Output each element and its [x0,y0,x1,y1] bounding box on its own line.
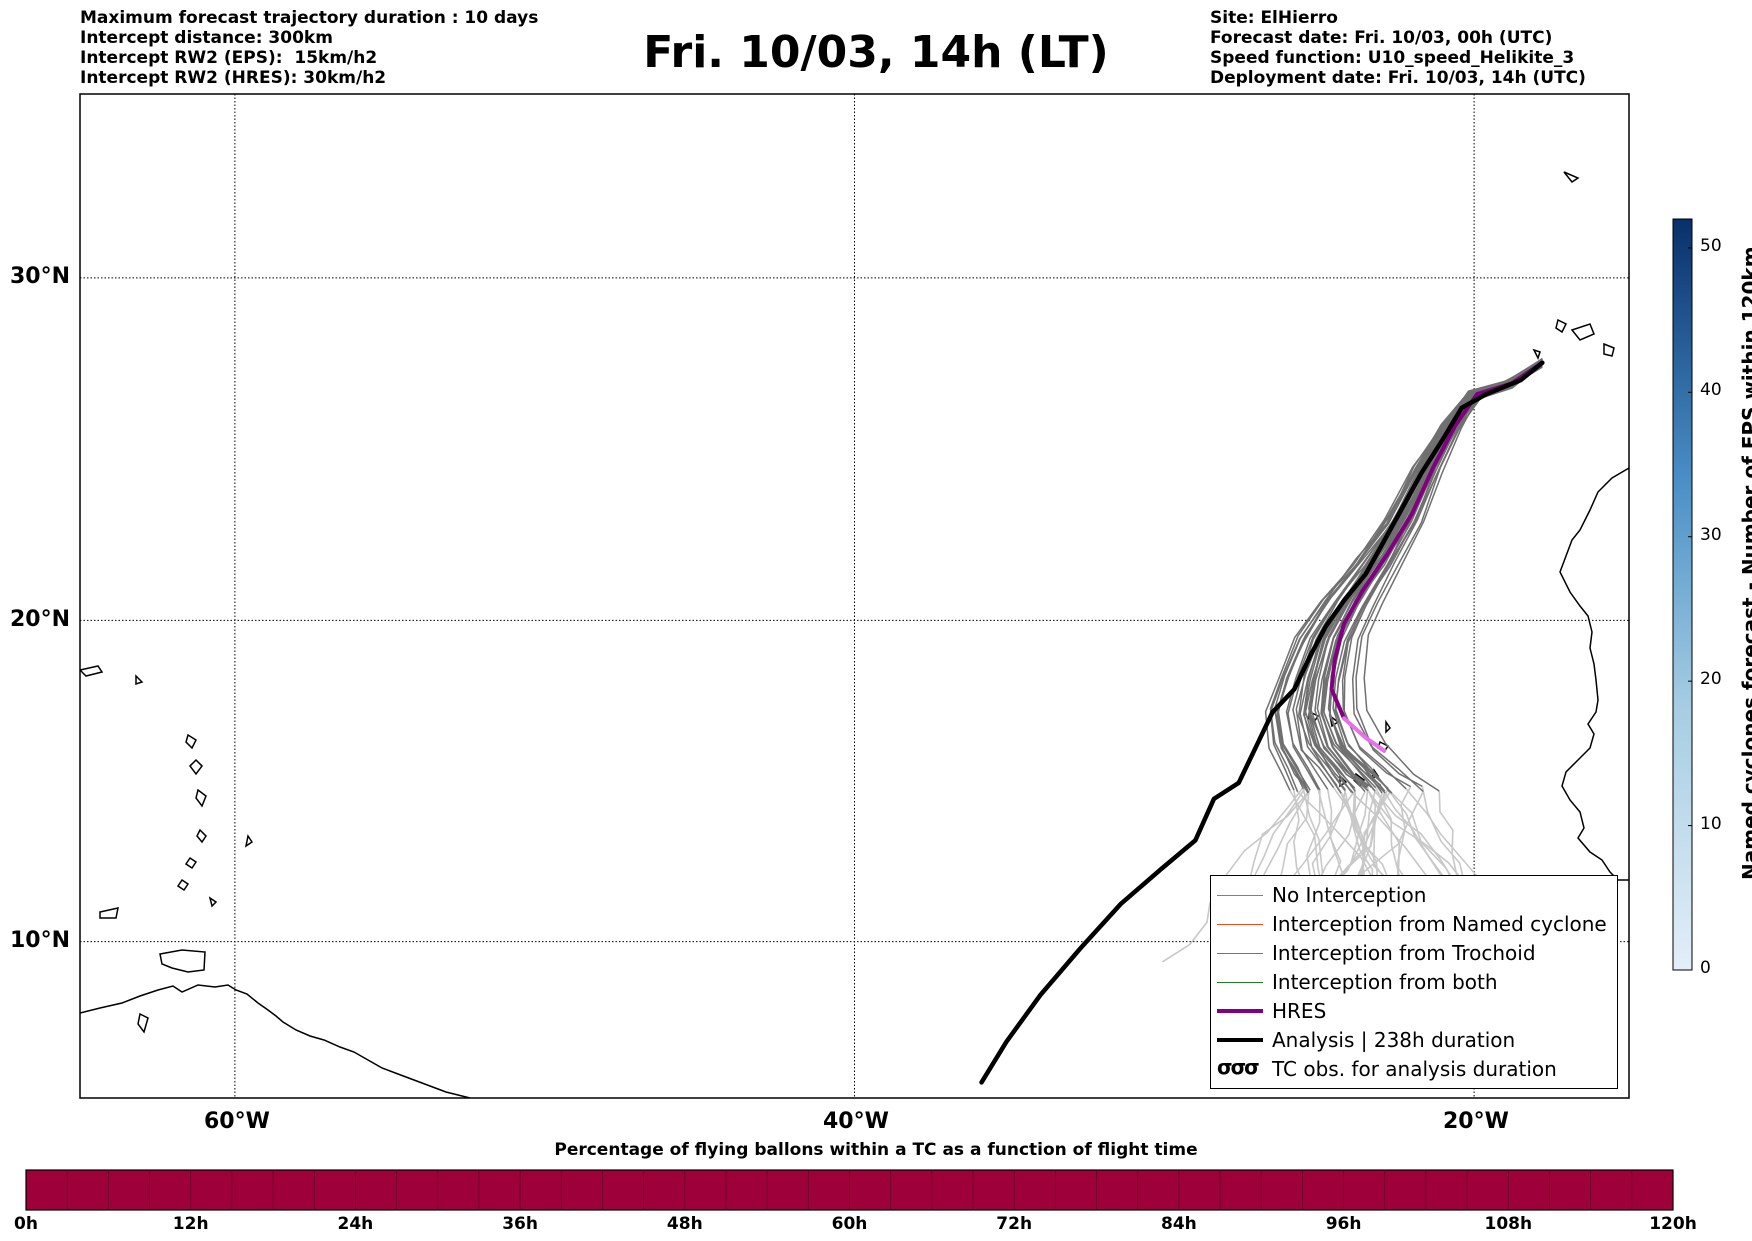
legend-label: No Interception [1272,883,1427,907]
lat-tick-label: 30°N [10,264,71,289]
colorbar-tick-label: 50 [1700,236,1722,256]
time-bar-cells [66,1170,1633,1210]
small-island-b [208,896,218,908]
legend-line-named-cyclone [1217,924,1263,925]
time-bar-tick-label: 36h [502,1214,538,1234]
coastlines [80,171,1629,1098]
legend-label: Analysis | 238h duration [1272,1028,1516,1052]
lesser-antilles-5 [184,856,198,870]
lesser-antilles-3 [195,788,207,808]
ensemble-track [1320,362,1543,789]
lesser-antilles-2 [189,758,203,776]
cape-verde-7 [1385,719,1391,734]
legend-item: σσσ TC obs. for analysis duration [1211,1055,1617,1084]
lon-tick-label: 20°W [1443,1109,1509,1134]
cape-verde-2 [1328,714,1340,728]
legend-label: HRES [1272,999,1327,1023]
time-bar-tick-label: 72h [996,1214,1033,1234]
colorbar-tick-label: 0 [1700,958,1711,978]
legend: No Interception Interception from Named … [1210,875,1618,1089]
header-right-line: Forecast date: Fri. 10/03, 00h (UTC) [1210,28,1553,48]
header-right-line: Speed function: U10_speed_Helikite_3 [1210,48,1575,68]
lon-tick-label: 40°W [823,1109,889,1134]
time-bar-tick-label: 0h [14,1214,38,1234]
colorbar-label: Named cyclones forecast - Number of EPS … [1738,246,1752,880]
small-island-a [244,834,254,848]
map-title: Fri. 10/03, 14h (LT) [643,27,1109,78]
header-right: Site: ElHierro Forecast date: Fri. 10/03… [1210,8,1586,88]
small-island-e [137,1012,149,1034]
canary-island-4 [1532,348,1541,360]
map-frame [79,93,1630,1099]
lat-tick-label: 20°N [10,607,71,632]
header-left-line: Intercept RW2 (HRES): 30km/h2 [80,68,387,88]
legend-line-trochoid [1217,953,1263,954]
legend-item: No Interception [1211,882,1617,910]
time-bar-tick-label: 120h [1649,1214,1697,1234]
colorbar [1672,218,1693,971]
caribbean-coast [80,984,471,1098]
trinidad-island [159,949,206,973]
legend-line-hres [1217,1009,1263,1013]
header-left: Maximum forecast trajectory duration : 1… [80,8,538,88]
colorbar-tick-label: 20 [1700,669,1722,689]
header-right-line: Site: ElHierro [1210,8,1338,28]
time-bar-title: Percentage of flying ballons within a TC… [554,1140,1198,1160]
legend-label: TC obs. for analysis duration [1272,1057,1557,1081]
puerto-rico [80,665,104,677]
colorbar-ticks [1688,247,1692,971]
lat-tick-label: 10°N [10,928,71,953]
hres-track [1329,360,1545,721]
small-island-c [135,674,144,686]
colorbar-tick-label: 10 [1700,814,1722,834]
west-africa-coast [1559,467,1629,881]
header-left-line: Intercept distance: 300km [80,28,333,48]
ensemble-track [1285,360,1543,791]
time-bar-tick-label: 84h [1161,1214,1197,1234]
canary-island-1 [1555,318,1568,334]
legend-item: Interception from Trochoid [1211,940,1617,968]
ensemble-track [1269,361,1543,793]
lesser-antilles-1 [185,733,197,750]
time-bar-tick-label: 60h [831,1214,868,1234]
legend-label: Interception from both [1272,970,1498,994]
madeira [1563,171,1580,184]
time-bar-tick-label: 12h [172,1214,209,1234]
legend-label: Interception from Named cyclone [1272,912,1607,936]
time-bar-tick-label: 24h [337,1214,374,1234]
ensemble-track [1264,361,1543,791]
legend-item: Interception from Named cyclone [1211,911,1617,939]
legend-item: Analysis | 238h duration [1211,1027,1617,1055]
time-bar-tick-label: 48h [666,1214,703,1234]
small-island-d [99,907,119,919]
header-left-line: Maximum forecast trajectory duration : 1… [80,8,539,28]
header-left-line: Intercept RW2 (EPS): 15km/h2 [80,48,378,68]
analysis-track [979,360,1545,1085]
lesser-antilles-6 [176,878,190,892]
legend-line-both [1217,982,1263,983]
lesser-antilles-4 [196,828,207,844]
tc-obs-icon: σσσ [1217,1055,1260,1079]
canary-island-3 [1603,342,1615,357]
colorbar-tick-label: 40 [1700,380,1722,400]
time-bar-tick-label: 96h [1325,1214,1362,1234]
time-bar-tick-label: 108h [1484,1214,1533,1234]
legend-line-no-interception [1217,895,1263,896]
legend-line-analysis [1217,1038,1263,1042]
header-right-line: Deployment date: Fri. 10/03, 14h (UTC) [1210,68,1586,88]
hres-track-tail [1342,716,1387,753]
lon-tick-label: 60°W [204,1109,270,1134]
legend-item: HRES [1211,998,1617,1026]
colorbar-tick-label: 30 [1700,525,1722,545]
legend-label: Interception from Trochoid [1272,941,1536,965]
canary-island-2 [1570,323,1595,341]
legend-item: Interception from both [1211,969,1617,997]
